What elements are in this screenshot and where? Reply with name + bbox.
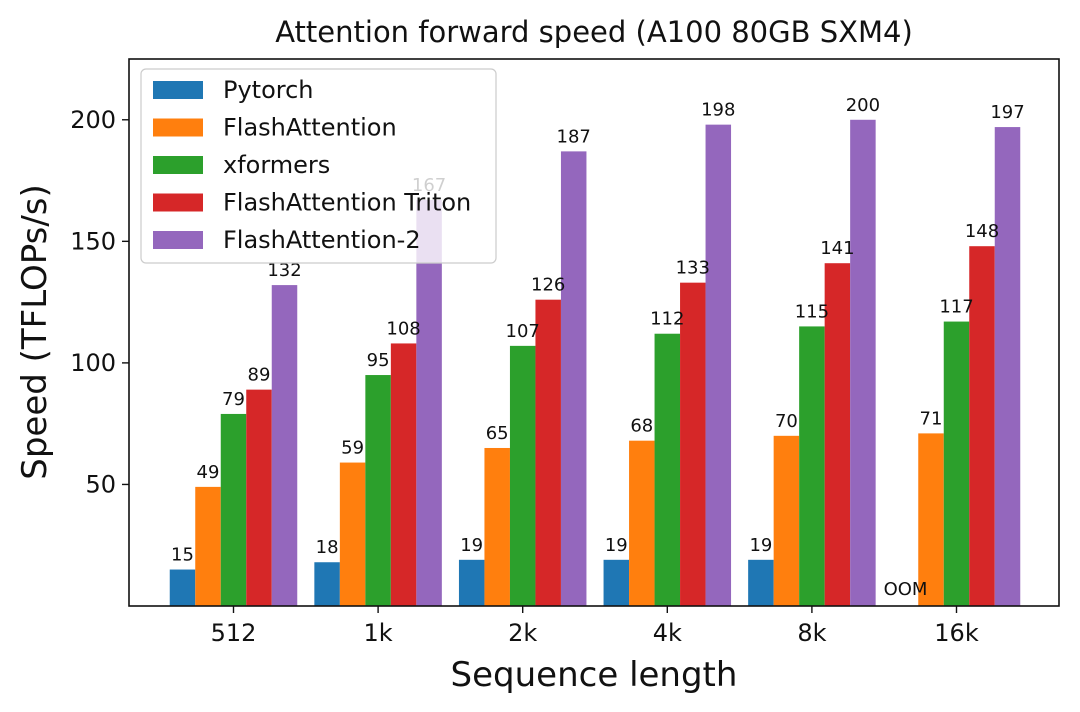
x-axis: 512 1k 2k 4k 8k 16k — [211, 606, 979, 647]
bar-flashattention-4k — [629, 440, 655, 606]
bar-flashattention-2k — [484, 447, 510, 606]
bar-pytorch-8k — [748, 559, 774, 606]
data-label: 15 — [171, 545, 194, 566]
bar-flashattention-2-512 — [271, 285, 298, 606]
bar-pytorch-1k — [314, 562, 340, 606]
bar-flashattention-512 — [195, 486, 221, 606]
bar-flashattention-1k — [339, 462, 366, 606]
data-label: 126 — [531, 275, 565, 296]
bar-flashattention-triton-4k — [680, 282, 706, 606]
bar-xformers-1k — [365, 375, 391, 606]
x-tick-label: 16k — [934, 619, 979, 647]
data-label: 108 — [386, 318, 420, 339]
bar-flashattention-8k — [773, 435, 800, 606]
y-axis-label: Speed (TFLOPs/s) — [15, 184, 55, 480]
data-label: 112 — [650, 309, 684, 330]
bar-xformers-4k — [654, 333, 681, 606]
chart-title: Attention forward speed (A100 80GB SXM4) — [275, 15, 913, 49]
data-label: 95 — [367, 350, 390, 371]
data-label: 89 — [248, 365, 271, 386]
bar-flashattention-2-8k — [850, 119, 876, 606]
data-label: 68 — [630, 416, 653, 437]
data-label: 117 — [939, 297, 973, 318]
data-label: 65 — [486, 423, 509, 444]
y-tick-label: 50 — [85, 470, 116, 498]
bar-flashattention-triton-2k — [535, 299, 561, 606]
data-label: 132 — [267, 260, 301, 281]
legend-swatch — [153, 156, 203, 174]
data-label: 19 — [605, 535, 628, 556]
legend-label: FlashAttention — [223, 114, 397, 142]
legend-label: FlashAttention Triton — [223, 189, 471, 217]
bar-pytorch-2k — [458, 559, 485, 606]
x-tick-label: 8k — [797, 619, 826, 647]
bar-flashattention-triton-8k — [824, 263, 851, 606]
legend-box — [140, 68, 497, 264]
y-tick-label: 200 — [70, 106, 116, 134]
data-label: 187 — [557, 126, 591, 147]
legend-swatch — [153, 231, 203, 249]
bar-flashattention-triton-16k — [969, 246, 995, 606]
x-tick-label: 512 — [211, 619, 257, 647]
bar-flashattention-16k — [918, 433, 944, 606]
bar-flashattention-triton-512 — [246, 389, 272, 606]
data-label: 148 — [965, 221, 999, 242]
bar-xformers-16k — [943, 321, 970, 606]
data-label: 49 — [197, 462, 220, 483]
bar-xformers-512 — [220, 413, 247, 606]
legend-swatch — [153, 81, 203, 99]
bar-pytorch-512 — [169, 569, 196, 606]
bar-pytorch-4k — [603, 559, 630, 606]
data-label-oom: OOM — [884, 579, 928, 600]
bar-flashattention-triton-1k — [390, 343, 417, 606]
legend-label: Pytorch — [223, 76, 314, 104]
legend-label: xformers — [223, 151, 330, 179]
data-label: 197 — [990, 102, 1024, 123]
data-label: 198 — [701, 100, 735, 121]
data-label: 19 — [460, 535, 483, 556]
bars-layer — [169, 119, 1021, 606]
bar-flashattention-2-16k — [994, 127, 1021, 606]
x-tick-label: 1k — [364, 619, 393, 647]
x-tick-label: 2k — [508, 619, 537, 647]
x-tick-label: 4k — [653, 619, 682, 647]
legend: Pytorch FlashAttention xformers FlashAttent… — [140, 68, 497, 264]
data-label: 19 — [749, 535, 772, 556]
data-label: 70 — [775, 411, 798, 432]
bar-flashattention-2-4k — [705, 124, 732, 606]
data-label: 59 — [341, 438, 364, 459]
data-label: 71 — [920, 408, 943, 429]
y-tick-label: 150 — [70, 227, 116, 255]
data-label: 79 — [222, 389, 245, 410]
data-label: 141 — [820, 238, 854, 259]
bar-flashattention-2-1k — [416, 200, 442, 606]
bar-xformers-8k — [799, 326, 825, 606]
y-axis: 50 100 150 200 — [70, 106, 129, 498]
legend-label: FlashAttention-2 — [223, 226, 421, 254]
data-label: 18 — [316, 537, 339, 558]
plot-area-frame — [128, 58, 1060, 607]
legend-swatch — [153, 118, 203, 137]
x-axis-label: Sequence length — [451, 655, 738, 695]
bar-flashattention-2-2k — [560, 151, 587, 606]
bar-xformers-2k — [509, 345, 536, 606]
data-label: 200 — [846, 95, 880, 116]
data-label: 133 — [676, 258, 710, 279]
legend-swatch — [153, 193, 203, 212]
y-tick-label: 100 — [70, 349, 116, 377]
data-label: 115 — [795, 301, 829, 322]
data-label: 107 — [506, 321, 540, 342]
